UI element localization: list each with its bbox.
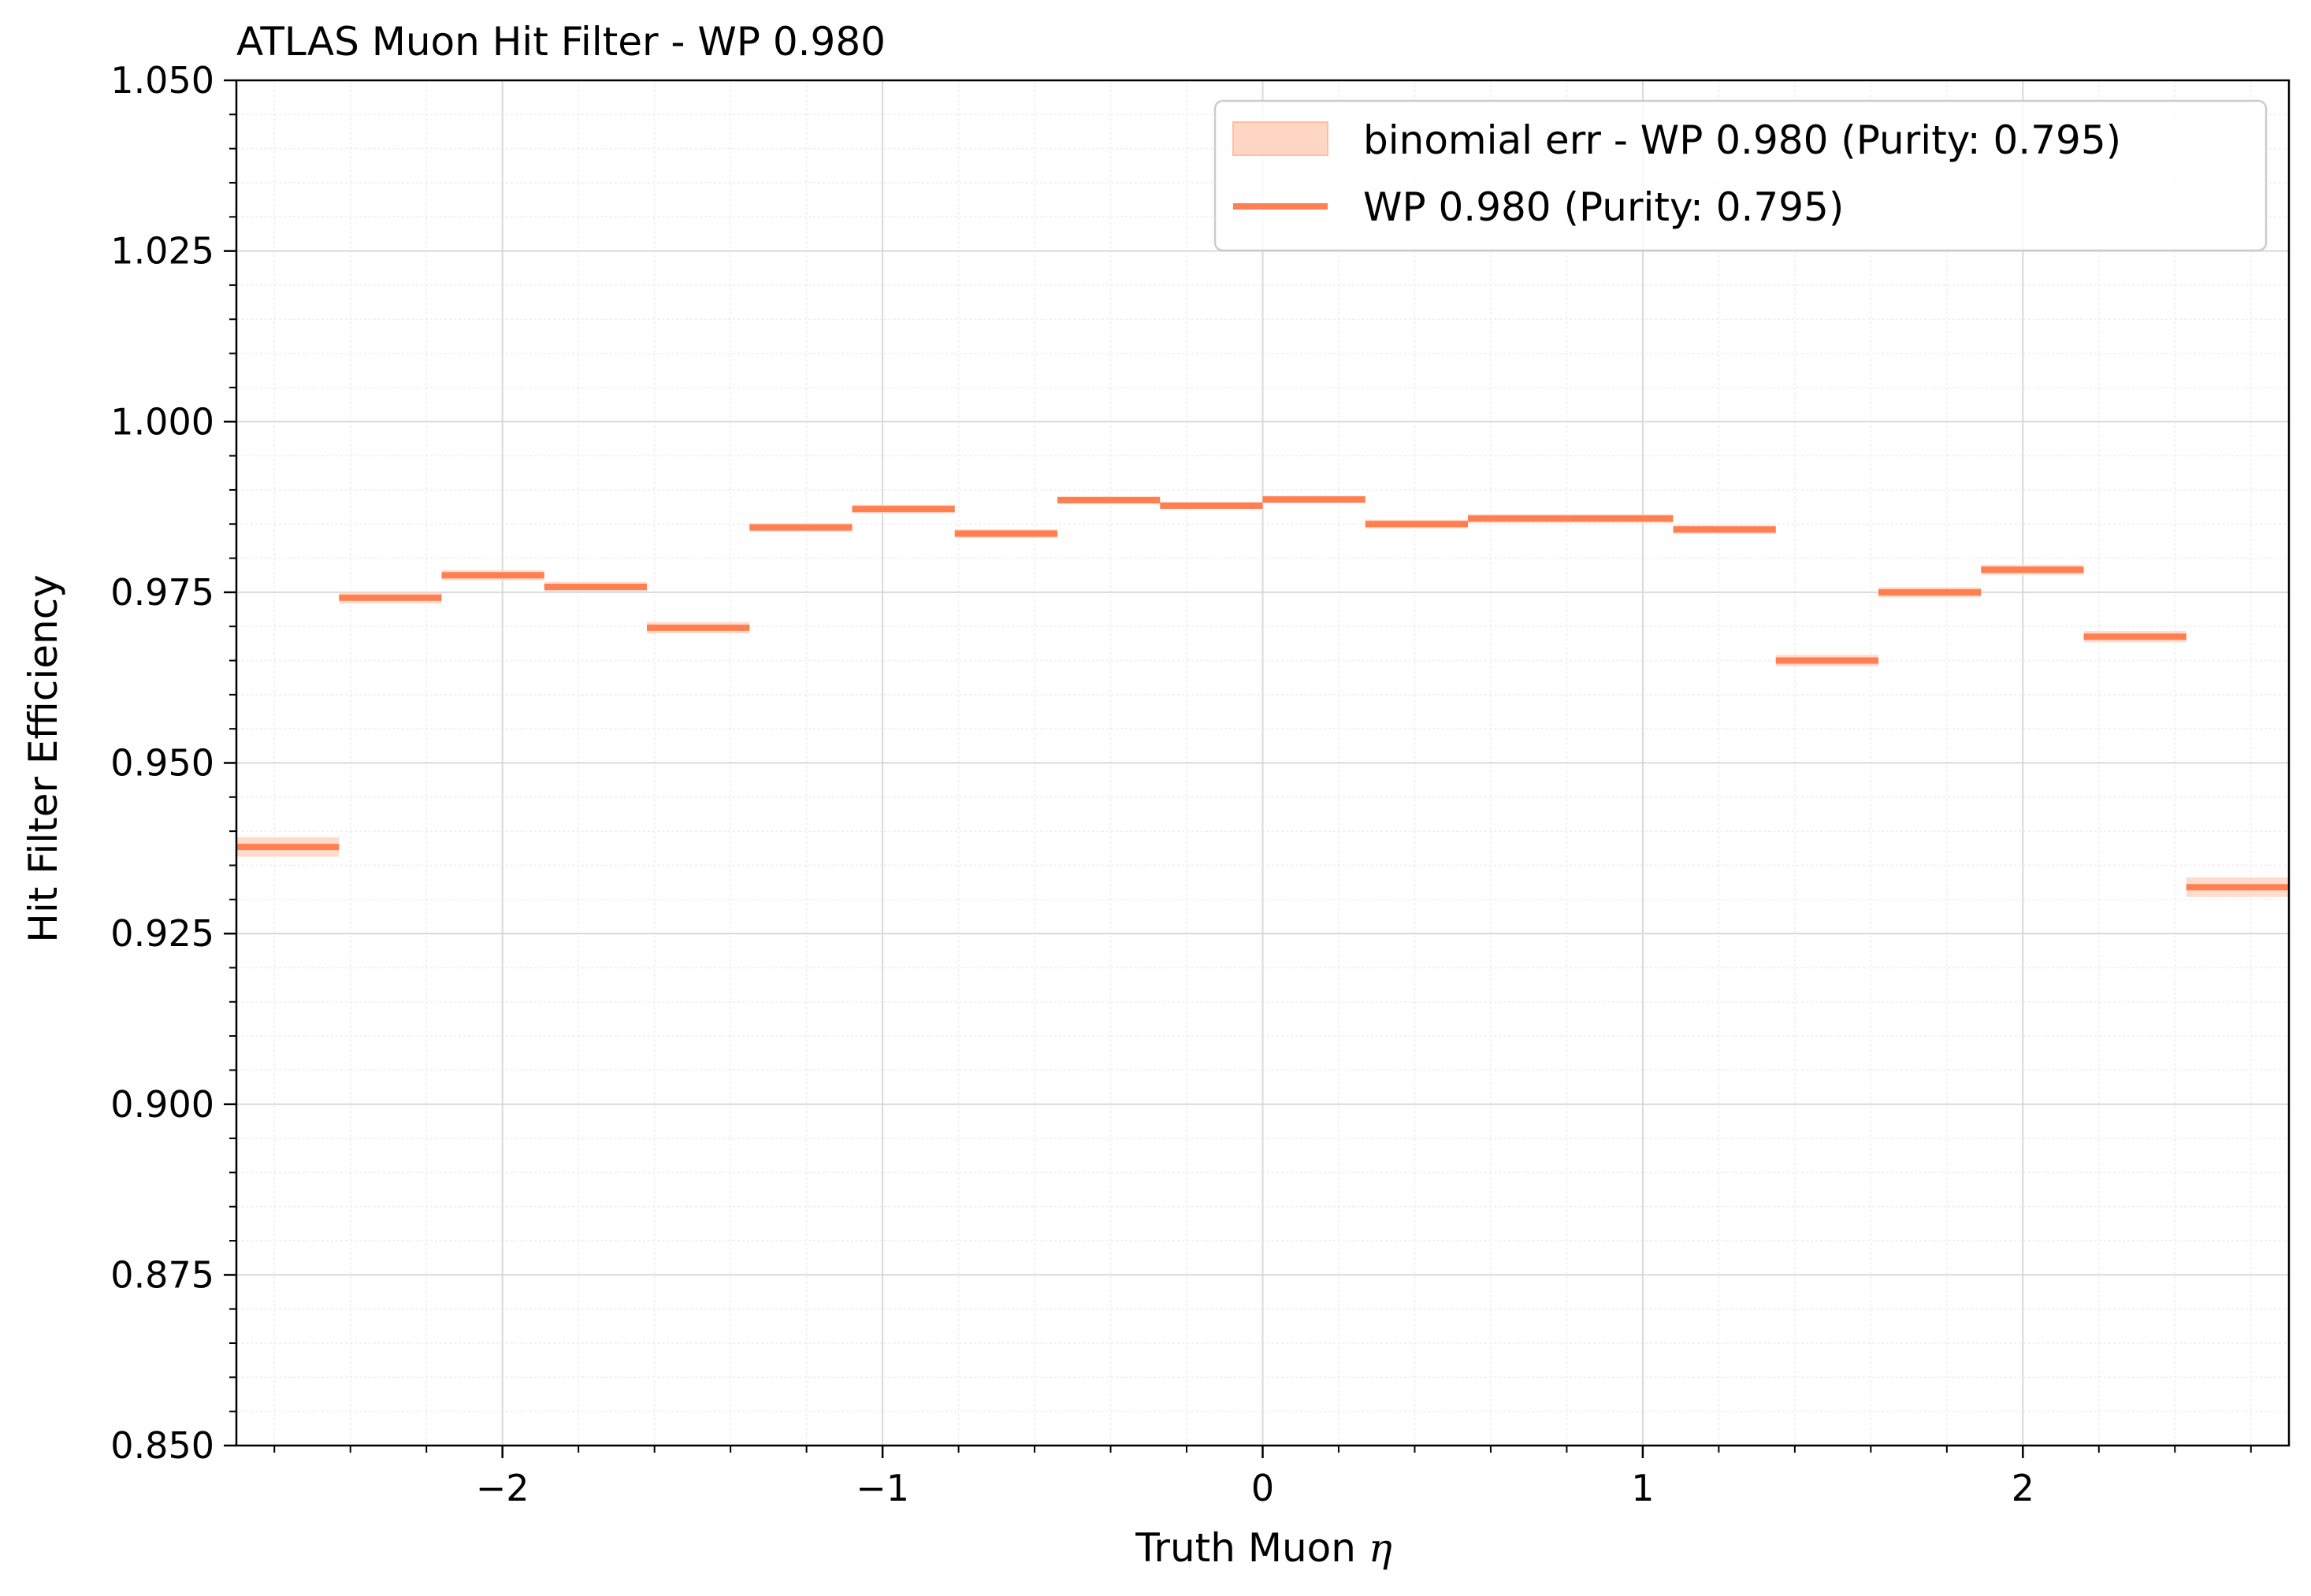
- y-tick-label: 1.050: [110, 59, 214, 102]
- legend-band-swatch: [1232, 121, 1328, 156]
- y-tick-label: 0.950: [110, 742, 214, 785]
- y-tick-label: 0.925: [110, 912, 214, 955]
- chart-title: ATLAS Muon Hit Filter - WP 0.980: [236, 19, 886, 65]
- legend: binomial err - WP 0.980 (Purity: 0.795) …: [1213, 99, 2268, 252]
- y-tick-label: 0.975: [110, 571, 214, 614]
- x-tick-label: −1: [856, 1467, 909, 1509]
- legend-line-label: WP 0.980 (Purity: 0.795): [1363, 184, 1844, 230]
- legend-band-label: binomial err - WP 0.980 (Purity: 0.795): [1363, 117, 2121, 163]
- y-tick-label: 1.025: [110, 230, 214, 273]
- axis-ticks: [224, 79, 2252, 1458]
- x-axis-label-symbol: η: [1369, 1525, 1392, 1571]
- x-axis-label: Truth Muon η: [1135, 1525, 1392, 1571]
- x-tick-label: 2: [2012, 1467, 2034, 1509]
- x-tick-label: −2: [476, 1467, 529, 1509]
- data-steps: [236, 496, 2289, 891]
- y-tick-label: 1.000: [110, 400, 214, 443]
- y-axis-label: Hit Filter Efficiency: [20, 574, 66, 943]
- y-tick-label: 0.875: [110, 1253, 214, 1296]
- legend-frame: [1213, 99, 2268, 252]
- y-tick-label: 0.900: [110, 1083, 214, 1126]
- y-tick-label: 0.850: [110, 1424, 214, 1467]
- x-tick-label: 1: [1631, 1467, 1654, 1509]
- x-tick-label: 0: [1251, 1467, 1274, 1509]
- x-axis-label-text: Truth Muon: [1135, 1525, 1369, 1571]
- tick-labels: −2 −1 0 1 2 0.850 0.875 0.900 0.925 0.950 0.975 1.0…: [110, 59, 2034, 1509]
